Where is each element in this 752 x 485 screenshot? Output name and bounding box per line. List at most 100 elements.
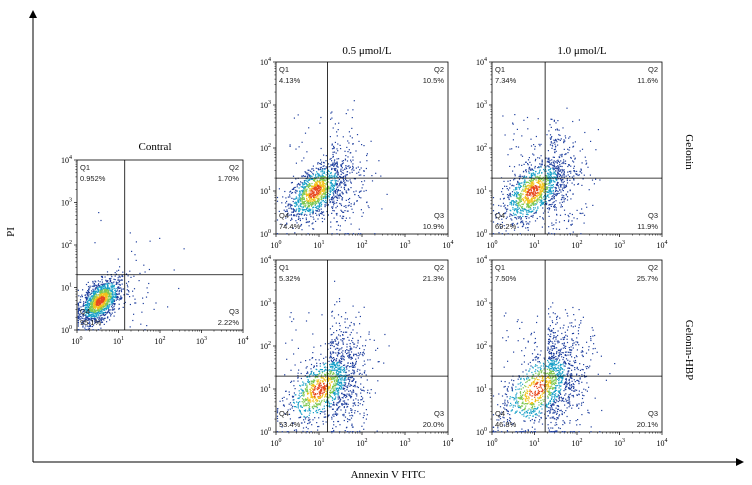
event-point xyxy=(318,187,320,189)
event-point xyxy=(335,167,337,170)
event-point xyxy=(557,167,559,169)
event-point xyxy=(519,209,522,211)
event-point xyxy=(535,210,537,212)
event-point xyxy=(88,305,90,307)
event-point xyxy=(308,169,310,171)
event-point xyxy=(285,202,287,204)
event-point xyxy=(106,295,108,297)
event-point xyxy=(334,339,336,341)
event-point xyxy=(293,117,295,119)
event-point xyxy=(566,227,568,230)
event-point xyxy=(576,170,578,172)
event-point xyxy=(80,296,82,298)
event-point xyxy=(306,173,308,175)
event-point xyxy=(523,119,525,121)
event-point xyxy=(345,166,347,168)
event-point xyxy=(332,186,335,189)
event-point xyxy=(294,191,296,193)
event-point xyxy=(333,151,336,153)
event-point xyxy=(551,224,553,226)
event-point xyxy=(361,181,363,183)
event-point xyxy=(533,183,535,185)
event-point xyxy=(530,182,532,184)
event-point xyxy=(91,292,93,294)
event-point xyxy=(374,233,376,235)
event-point xyxy=(537,179,539,182)
event-point xyxy=(313,180,316,182)
event-point xyxy=(81,309,83,311)
event-point xyxy=(92,305,94,307)
event-point xyxy=(322,199,324,202)
event-point xyxy=(92,308,94,310)
event-point xyxy=(539,145,541,147)
event-point xyxy=(110,313,112,316)
event-point xyxy=(328,396,330,398)
event-point xyxy=(113,285,115,287)
event-point xyxy=(317,429,319,431)
event-point xyxy=(107,283,109,285)
event-point xyxy=(101,288,103,290)
event-point xyxy=(127,293,129,296)
event-point xyxy=(542,188,544,190)
event-point xyxy=(312,209,314,211)
event-point xyxy=(535,203,538,205)
event-point xyxy=(550,185,552,187)
event-point xyxy=(334,413,337,415)
event-point xyxy=(90,298,92,300)
event-point xyxy=(348,165,350,167)
event-point xyxy=(509,148,511,150)
event-point xyxy=(101,279,103,281)
event-point xyxy=(551,136,553,138)
event-point xyxy=(302,202,304,204)
event-point xyxy=(369,338,371,341)
event-point xyxy=(100,287,102,289)
event-point xyxy=(574,158,576,160)
event-point xyxy=(331,378,333,380)
event-point xyxy=(320,396,322,398)
event-point xyxy=(105,292,107,294)
event-point xyxy=(532,188,535,190)
event-point xyxy=(509,203,511,205)
event-point xyxy=(85,325,87,327)
event-point xyxy=(501,218,503,220)
event-point xyxy=(555,138,557,141)
event-point xyxy=(552,161,554,163)
event-point xyxy=(343,180,345,182)
event-point xyxy=(516,203,519,205)
event-point xyxy=(318,202,320,204)
event-point xyxy=(548,190,550,192)
event-point xyxy=(334,202,336,204)
event-point xyxy=(539,190,541,192)
event-point xyxy=(533,190,535,192)
event-point xyxy=(521,135,523,137)
event-point xyxy=(292,200,294,203)
event-point xyxy=(296,208,298,210)
event-point xyxy=(517,181,519,183)
event-point xyxy=(77,323,79,325)
event-point xyxy=(352,165,354,167)
event-point xyxy=(362,345,364,347)
event-point xyxy=(342,397,344,399)
event-point xyxy=(307,202,309,205)
scatter-points xyxy=(276,280,390,433)
event-point xyxy=(98,301,100,303)
event-point xyxy=(106,280,108,282)
event-point xyxy=(530,193,532,195)
event-point xyxy=(98,285,100,287)
event-point xyxy=(550,118,552,120)
event-point xyxy=(339,202,341,205)
event-point xyxy=(514,192,516,195)
event-point xyxy=(330,363,332,365)
event-point xyxy=(88,315,90,317)
event-point xyxy=(302,175,304,177)
event-point xyxy=(104,300,106,303)
event-point xyxy=(352,415,354,417)
event-point xyxy=(321,203,323,205)
event-point xyxy=(507,154,509,156)
event-point xyxy=(118,283,120,285)
event-point xyxy=(549,171,551,174)
event-point xyxy=(313,203,315,205)
event-point xyxy=(101,289,103,291)
event-point xyxy=(333,191,335,193)
event-point xyxy=(555,209,557,211)
